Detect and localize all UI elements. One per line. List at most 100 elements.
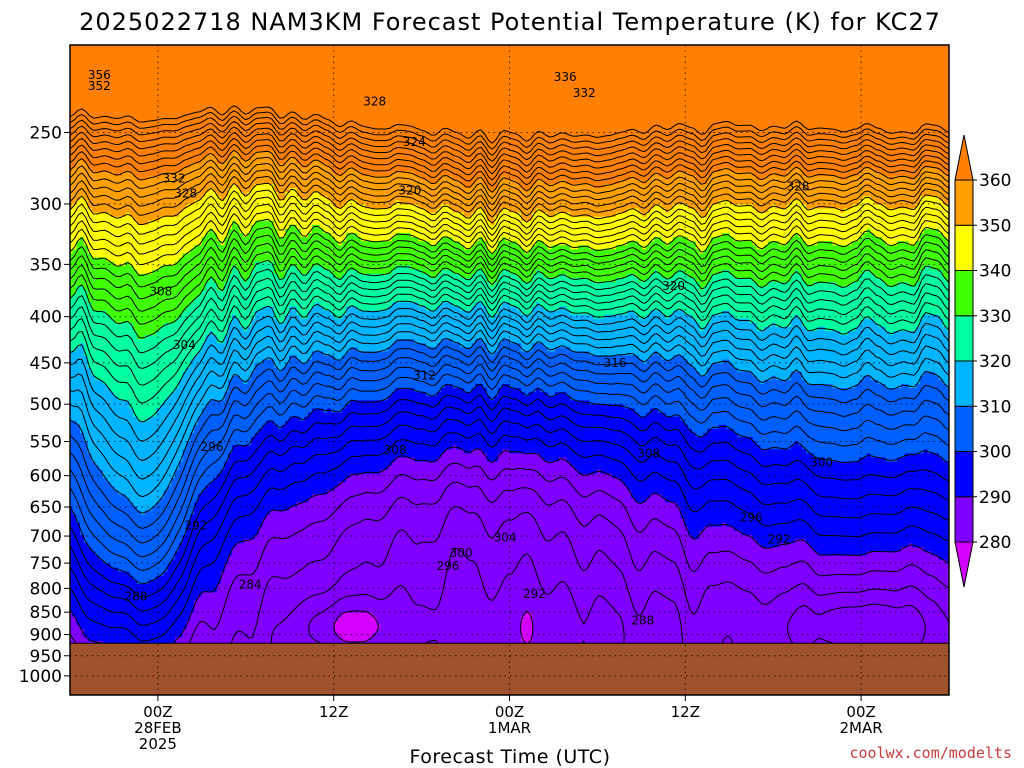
credit-text: coolwx.com/modelts — [849, 744, 1012, 762]
contour-label-15: 308 — [384, 443, 407, 457]
contour-label-12: 304 — [173, 338, 196, 352]
contour-line-304 — [70, 363, 949, 558]
x-tick-label-6-2: 2025 — [139, 735, 177, 753]
contour-label-14: 316 — [604, 356, 627, 370]
colorbar: 280 290 300 310 320 330 340 350 360 — [954, 134, 1011, 588]
contour-line-300 — [70, 383, 949, 585]
y-tick-label-650: 650 — [30, 498, 62, 518]
contour-label-24: 296 — [437, 559, 460, 573]
contour-label-21: 292 — [768, 532, 791, 546]
colorbar-label-290: 290 — [979, 488, 1011, 508]
contour-label-5: 324 — [403, 135, 426, 149]
contour-line-284 — [270, 506, 926, 644]
colorbar-label-350: 350 — [979, 216, 1011, 236]
ground-layer — [70, 642, 949, 695]
contour-line-312 — [70, 329, 949, 498]
contour-line-360 — [70, 149, 949, 193]
contour-line-340 — [70, 218, 949, 276]
colorbar-box-280 — [954, 496, 974, 543]
y-tick-label-1000: 1000 — [19, 667, 62, 687]
colorbar-box-290 — [954, 451, 974, 498]
contour-label-7: 328 — [174, 186, 197, 200]
colorbar-box-350 — [954, 179, 974, 226]
contour-label-9: 328 — [787, 180, 810, 194]
x-tick-label-30-1: 1MAR — [488, 719, 531, 737]
contour-label-22: 304 — [494, 531, 517, 545]
contour-line-358 — [70, 156, 949, 199]
y-tick-label-550: 550 — [30, 433, 62, 453]
colorbar-box-300 — [954, 405, 974, 452]
contour-line-302 — [70, 373, 949, 571]
y-tick-label-600: 600 — [30, 467, 62, 487]
contour-line-316 — [70, 314, 949, 461]
y-tick-label-450: 450 — [30, 354, 62, 374]
colorbar-bottom-arrow — [954, 541, 974, 588]
x-tick-label-42-0: 12Z — [671, 703, 700, 721]
contour-line-348 — [70, 189, 949, 235]
colorbar-label-360: 360 — [979, 171, 1011, 191]
y-tick-label-300: 300 — [30, 195, 62, 215]
x-tick-label-54-1: 2MAR — [840, 719, 883, 737]
contour-line-364 — [70, 137, 949, 181]
y-tick-label-350: 350 — [30, 255, 62, 275]
x-tick-label-6-1: 28FEB — [134, 719, 181, 737]
chart-title: 2025022718 NAM3KM Forecast Potential Tem… — [79, 8, 941, 36]
colorbar-label-320: 320 — [979, 352, 1011, 372]
contour-label-6: 332 — [163, 171, 186, 185]
contour-label-19: 296 — [740, 511, 763, 525]
contour-label-0: 356 — [88, 68, 111, 82]
contour-line-368 — [70, 126, 949, 169]
contour-label-1: 352 — [88, 79, 111, 93]
contour-line-330 — [70, 259, 949, 339]
contour-line-366 — [70, 132, 949, 175]
contour-label-11: 308 — [149, 284, 172, 298]
grid — [70, 45, 949, 695]
contour-line-290 — [70, 446, 949, 644]
contour-line-372 — [70, 115, 949, 156]
contour-line-370 — [70, 120, 949, 162]
y-tick-label-800: 800 — [30, 579, 62, 599]
contour-line-318 — [70, 307, 949, 442]
contour-line-322 — [70, 293, 949, 404]
contour-line-296 — [70, 406, 949, 612]
colorbar-box-320 — [954, 315, 974, 362]
contour-label-13: 312 — [413, 369, 436, 383]
contour-label-3: 332 — [573, 86, 596, 100]
x-tick-label-54-0: 00Z — [846, 703, 875, 721]
ground-fill — [70, 643, 949, 695]
contour-line-376 — [70, 105, 949, 144]
y-tick-label-900: 900 — [30, 626, 62, 646]
contour-label-20: 292 — [185, 518, 208, 532]
contour-label-23: 300 — [450, 546, 473, 560]
contour-line-298 — [70, 394, 949, 598]
y-axis: 250 300 350 400 450 500 550 600 650 700 750 800 850 9… — [19, 123, 70, 687]
contour-line-350 — [70, 182, 949, 225]
contour-label-17: 300 — [810, 455, 833, 469]
contour-label-26: 288 — [631, 613, 654, 627]
contour-line-326 — [70, 277, 949, 369]
x-tick-label-30-0: 00Z — [495, 703, 524, 721]
contour-line-354 — [70, 169, 949, 212]
contour-line-320 — [70, 300, 949, 423]
contour-line-324 — [70, 286, 949, 386]
x-tick-label-6-0: 00Z — [143, 703, 172, 721]
y-tick-label-500: 500 — [30, 395, 62, 415]
contour-label-28: 284 — [239, 577, 262, 591]
x-tick-label-18-0: 12Z — [319, 703, 348, 721]
contour-label-27: 288 — [124, 590, 147, 604]
colorbar-label-310: 310 — [979, 397, 1011, 417]
colorbar-top-arrow — [954, 134, 974, 181]
contour-line-292 — [70, 432, 949, 642]
colorbar-label-300: 300 — [979, 443, 1011, 463]
contour-line-344 — [70, 203, 949, 255]
contour-line-342 — [70, 211, 949, 265]
colorbar-label-280: 280 — [979, 533, 1011, 553]
contour-line-314 — [70, 322, 949, 480]
y-tick-label-250: 250 — [30, 123, 62, 143]
contour-label-8: 320 — [398, 184, 421, 198]
contour-line-328 — [70, 268, 949, 354]
